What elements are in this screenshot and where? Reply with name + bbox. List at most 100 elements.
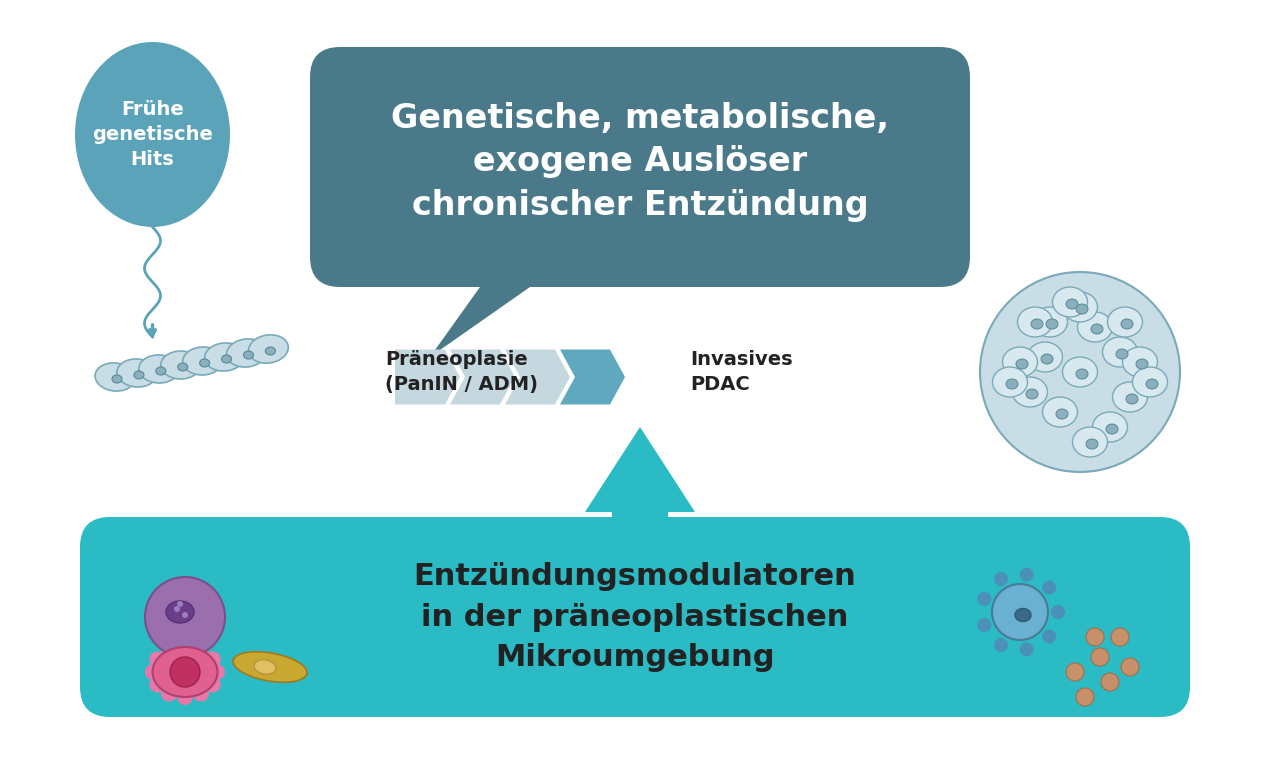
Ellipse shape	[1076, 369, 1088, 379]
Ellipse shape	[113, 375, 122, 383]
Ellipse shape	[1091, 324, 1103, 334]
Circle shape	[170, 657, 200, 687]
Circle shape	[182, 612, 188, 618]
Circle shape	[145, 577, 225, 657]
Circle shape	[177, 639, 193, 655]
Circle shape	[995, 572, 1009, 586]
Ellipse shape	[1123, 347, 1157, 377]
Circle shape	[150, 676, 165, 693]
Ellipse shape	[1002, 347, 1038, 377]
Ellipse shape	[1102, 337, 1138, 367]
Polygon shape	[506, 350, 570, 404]
Ellipse shape	[1006, 379, 1018, 389]
Ellipse shape	[1041, 354, 1053, 364]
Ellipse shape	[1126, 394, 1138, 404]
Circle shape	[177, 689, 193, 705]
Ellipse shape	[200, 359, 210, 367]
Polygon shape	[585, 427, 695, 512]
Ellipse shape	[265, 347, 275, 355]
Circle shape	[978, 618, 991, 632]
Ellipse shape	[992, 367, 1028, 397]
Polygon shape	[561, 350, 625, 404]
Circle shape	[161, 686, 177, 702]
FancyBboxPatch shape	[310, 47, 970, 287]
Polygon shape	[430, 287, 530, 357]
Ellipse shape	[156, 367, 166, 375]
Polygon shape	[451, 350, 515, 404]
Circle shape	[1066, 663, 1084, 681]
Ellipse shape	[1076, 304, 1088, 314]
Circle shape	[209, 664, 225, 680]
Ellipse shape	[1107, 307, 1143, 337]
Circle shape	[1042, 581, 1056, 594]
Ellipse shape	[116, 359, 157, 387]
Ellipse shape	[1112, 382, 1147, 412]
Circle shape	[1121, 658, 1139, 676]
Ellipse shape	[1116, 349, 1128, 359]
Circle shape	[161, 642, 177, 658]
Ellipse shape	[1121, 319, 1133, 329]
Ellipse shape	[248, 335, 288, 363]
Ellipse shape	[161, 351, 201, 379]
Ellipse shape	[166, 601, 195, 623]
Circle shape	[992, 584, 1048, 640]
Ellipse shape	[1078, 312, 1112, 342]
Ellipse shape	[95, 363, 134, 391]
Ellipse shape	[1033, 307, 1068, 337]
Ellipse shape	[243, 351, 253, 359]
Circle shape	[193, 686, 209, 702]
Ellipse shape	[1027, 389, 1038, 399]
Text: Frühe
genetische
Hits: Frühe genetische Hits	[92, 100, 212, 169]
Circle shape	[1085, 628, 1103, 646]
Circle shape	[1020, 568, 1033, 581]
Polygon shape	[396, 350, 460, 404]
Circle shape	[1051, 605, 1065, 619]
Circle shape	[1076, 688, 1094, 706]
Ellipse shape	[227, 339, 266, 367]
Circle shape	[1020, 643, 1033, 657]
Circle shape	[205, 651, 220, 667]
Ellipse shape	[1042, 397, 1078, 427]
Ellipse shape	[1085, 439, 1098, 449]
Ellipse shape	[1066, 299, 1078, 309]
Ellipse shape	[138, 355, 179, 383]
Text: Invasives
PDAC: Invasives PDAC	[690, 350, 792, 394]
Circle shape	[150, 651, 165, 667]
Ellipse shape	[152, 647, 218, 697]
Ellipse shape	[178, 363, 188, 371]
Circle shape	[145, 664, 161, 680]
Ellipse shape	[255, 660, 276, 674]
Ellipse shape	[1056, 409, 1068, 419]
Ellipse shape	[1133, 367, 1167, 397]
FancyBboxPatch shape	[79, 517, 1190, 717]
Ellipse shape	[205, 343, 244, 371]
Polygon shape	[612, 512, 668, 517]
Ellipse shape	[1016, 359, 1028, 369]
Circle shape	[193, 642, 209, 658]
Ellipse shape	[221, 355, 232, 363]
Text: Entzündungsmodulatoren
in der präneoplastischen
Mikroumgebung: Entzündungsmodulatoren in der präneoplas…	[413, 562, 856, 672]
Ellipse shape	[1146, 379, 1158, 389]
Ellipse shape	[1062, 357, 1097, 387]
Ellipse shape	[1106, 424, 1117, 434]
Circle shape	[205, 676, 220, 693]
Text: Genetische, metabolische,
exogene Auslöser
chronischer Entzündung: Genetische, metabolische, exogene Auslös…	[390, 102, 890, 222]
Circle shape	[978, 592, 991, 606]
Text: Präneoplasie
(PanIN / ADM): Präneoplasie (PanIN / ADM)	[385, 350, 538, 394]
Ellipse shape	[1030, 319, 1043, 329]
Ellipse shape	[1018, 307, 1052, 337]
Ellipse shape	[1046, 319, 1059, 329]
Ellipse shape	[1062, 292, 1097, 322]
Circle shape	[1042, 630, 1056, 644]
Ellipse shape	[1012, 377, 1047, 407]
Ellipse shape	[183, 347, 223, 375]
Circle shape	[174, 606, 180, 612]
Circle shape	[1091, 648, 1108, 666]
Ellipse shape	[76, 42, 230, 227]
Circle shape	[1101, 673, 1119, 691]
Circle shape	[980, 272, 1180, 472]
Circle shape	[995, 638, 1009, 652]
Ellipse shape	[134, 371, 143, 379]
Ellipse shape	[1137, 359, 1148, 369]
Circle shape	[1111, 628, 1129, 646]
